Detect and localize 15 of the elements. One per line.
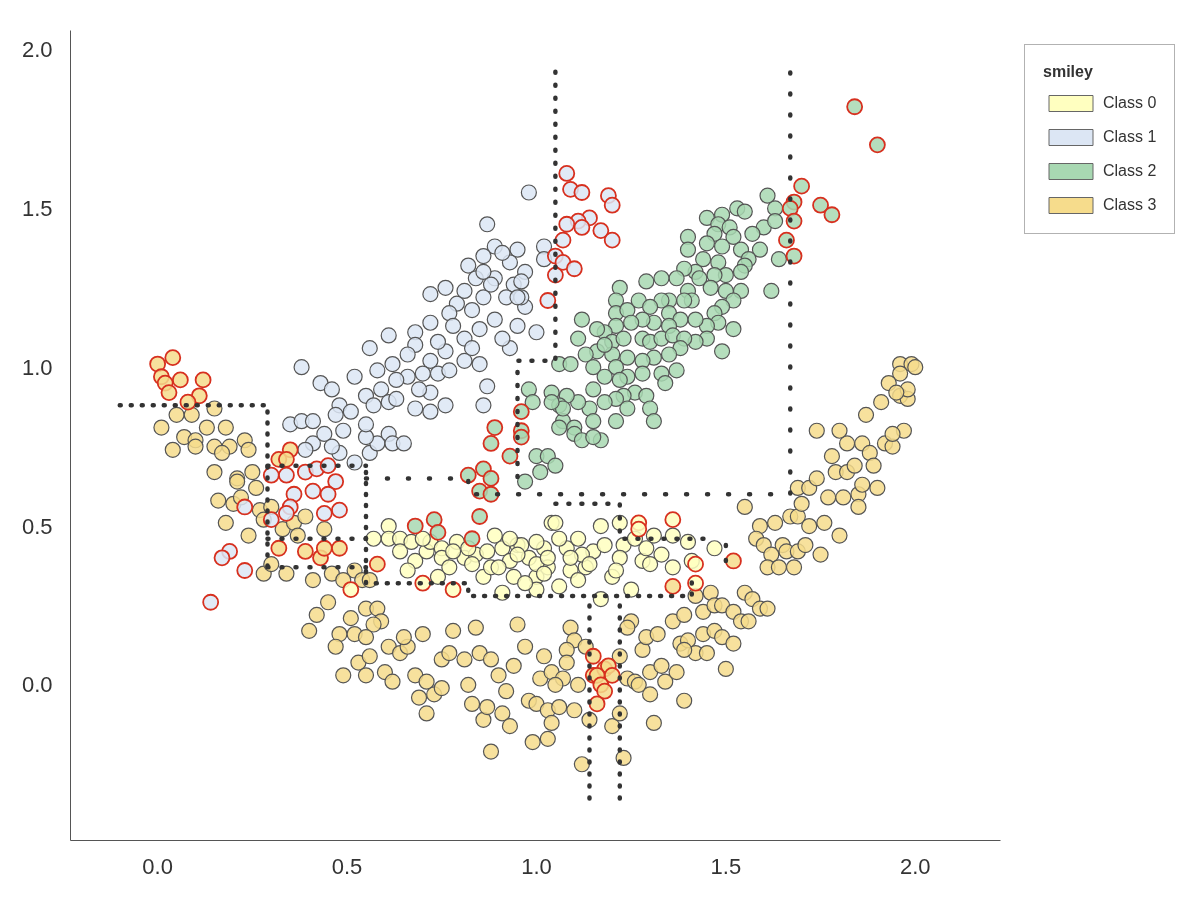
- x-tick-label: 2.0: [899, 853, 931, 879]
- y-tick-label: 2.0: [21, 37, 53, 63]
- legend-label: Class 1: [1103, 127, 1157, 147]
- y-tick-label: 1.0: [21, 354, 53, 380]
- legend-label: Class 2: [1103, 161, 1157, 181]
- x-tick-label: 1.0: [521, 853, 552, 879]
- x-tick-label: 0.0: [142, 853, 173, 879]
- x-tick-label: 0.5: [331, 853, 363, 879]
- y-tick-label: 0.5: [21, 513, 53, 539]
- legend-title: smiley: [1043, 63, 1094, 81]
- y-tick-label: 0.0: [21, 672, 53, 698]
- legend-label: Class 3: [1103, 195, 1157, 215]
- x-tick-label: 1.5: [710, 853, 742, 879]
- y-tick-label: 1.5: [21, 195, 53, 221]
- legend-label: Class 0: [1103, 93, 1157, 113]
